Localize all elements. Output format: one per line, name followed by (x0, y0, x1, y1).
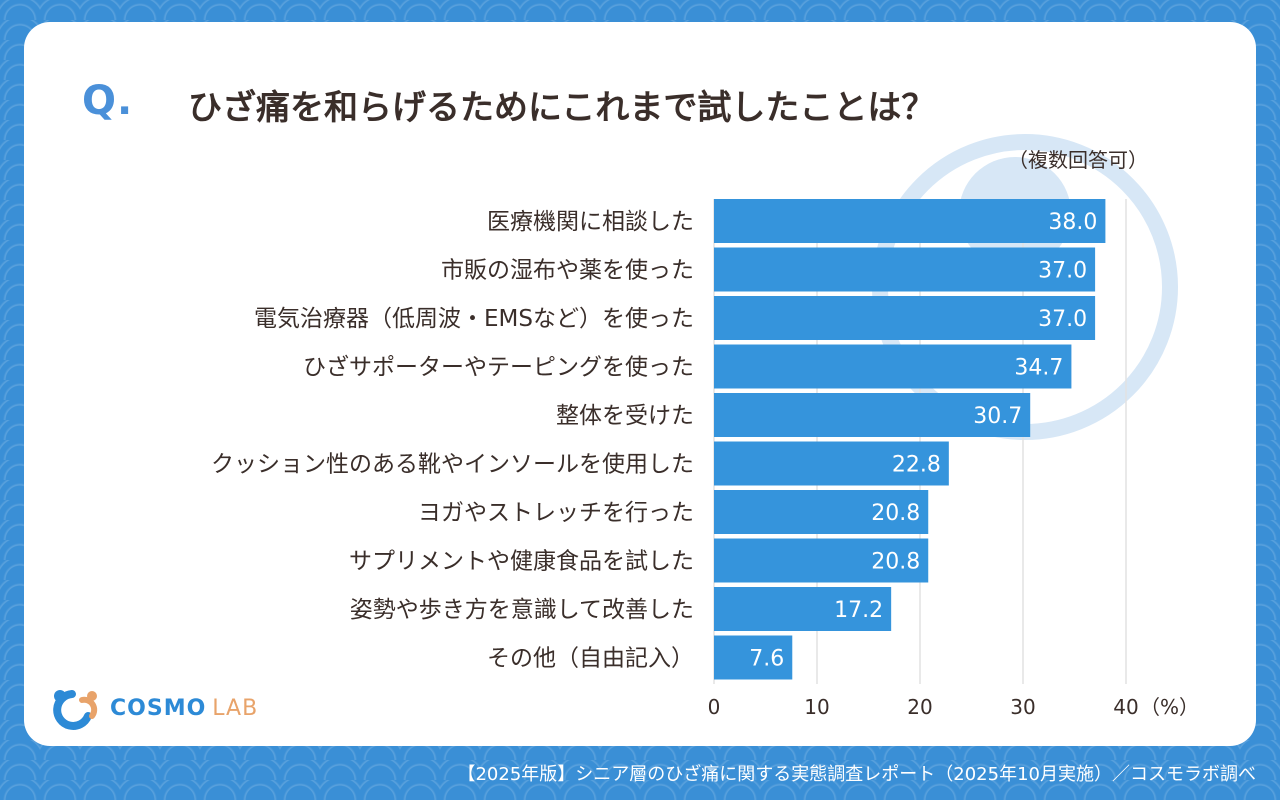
data-label: 22.8 (892, 453, 941, 478)
logo-text: COSMO LAB (110, 695, 259, 721)
x-axis-unit: （%） (1140, 695, 1199, 719)
category-label: 電気治療器（低周波・EMSなど）を使った (254, 306, 694, 332)
bar (714, 296, 1096, 340)
x-tick-label: 40 (1113, 695, 1138, 719)
data-label: 20.8 (871, 550, 920, 575)
bar (714, 247, 1096, 292)
bar (714, 490, 929, 534)
category-label: 医療機関に相談した (487, 209, 694, 235)
x-tick-label: 20 (907, 695, 932, 719)
chart-card: Q. ひざ痛を和らげるためにこれまで試したことは？ （複数回答可） 0 10 20 3… (24, 22, 1256, 746)
data-label: 38.0 (1048, 210, 1097, 235)
bar (714, 344, 1072, 389)
data-label: 37.0 (1038, 259, 1087, 284)
category-label: 姿勢や歩き方を意識して改善した (350, 597, 694, 623)
data-label: 20.8 (871, 501, 920, 526)
category-label: ひざサポーターやテーピングを使った (303, 354, 694, 381)
category-label: ヨガやストレッチを行った (418, 500, 694, 526)
x-tick-label: 10 (804, 695, 829, 719)
data-label: 37.0 (1038, 307, 1087, 332)
category-label: 整体を受けた (556, 403, 694, 429)
chart-title: ひざ痛を和らげるためにこれまで試したことは？ (188, 88, 936, 128)
bar (714, 587, 892, 631)
category-label: 市販の湿布や薬を使った (441, 258, 694, 284)
bar-chart: 0 10 20 30 40 （%） 医療機関に相談した 38.0 市販の湿布や薬を使った 37.0… (211, 199, 1199, 719)
x-tick-label: 30 (1010, 695, 1035, 719)
data-label: 30.7 (973, 404, 1022, 429)
bar (714, 441, 949, 486)
logo: COSMO LAB (48, 686, 258, 730)
data-label: 34.7 (1014, 356, 1063, 381)
data-label: 7.6 (749, 647, 784, 672)
multiple-answer-note: （複数回答可） (1008, 148, 1148, 172)
logo-icon (53, 690, 98, 730)
bar (714, 538, 929, 583)
category-label: クッション性のある靴やインソールを使用した (211, 452, 694, 478)
category-label: その他（自由記入） (487, 646, 694, 672)
bar (714, 199, 1106, 243)
bar (714, 393, 1031, 437)
data-label: 17.2 (834, 598, 883, 623)
x-tick-label: 0 (708, 695, 721, 719)
footer-source: 【2025年版】シニア層のひざ痛に関する実態調査レポート（2025年10月実施）… (457, 764, 1256, 785)
bar (714, 635, 793, 680)
category-label: サプリメントや健康食品を試した (349, 549, 694, 575)
question-mark: Q. (82, 78, 134, 124)
